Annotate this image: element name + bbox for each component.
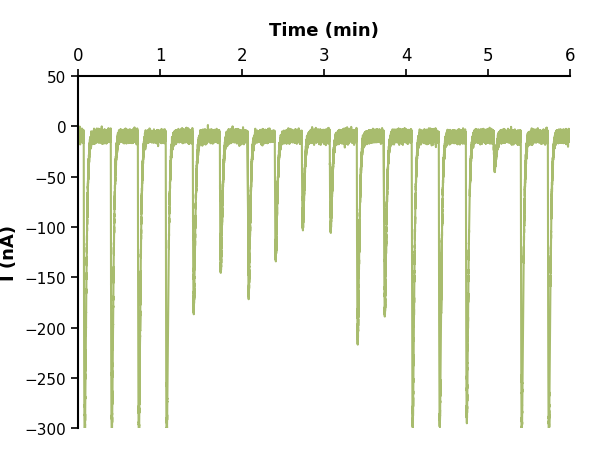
Y-axis label: I (nA): I (nA) (0, 225, 17, 281)
X-axis label: Time (min): Time (min) (269, 22, 379, 40)
